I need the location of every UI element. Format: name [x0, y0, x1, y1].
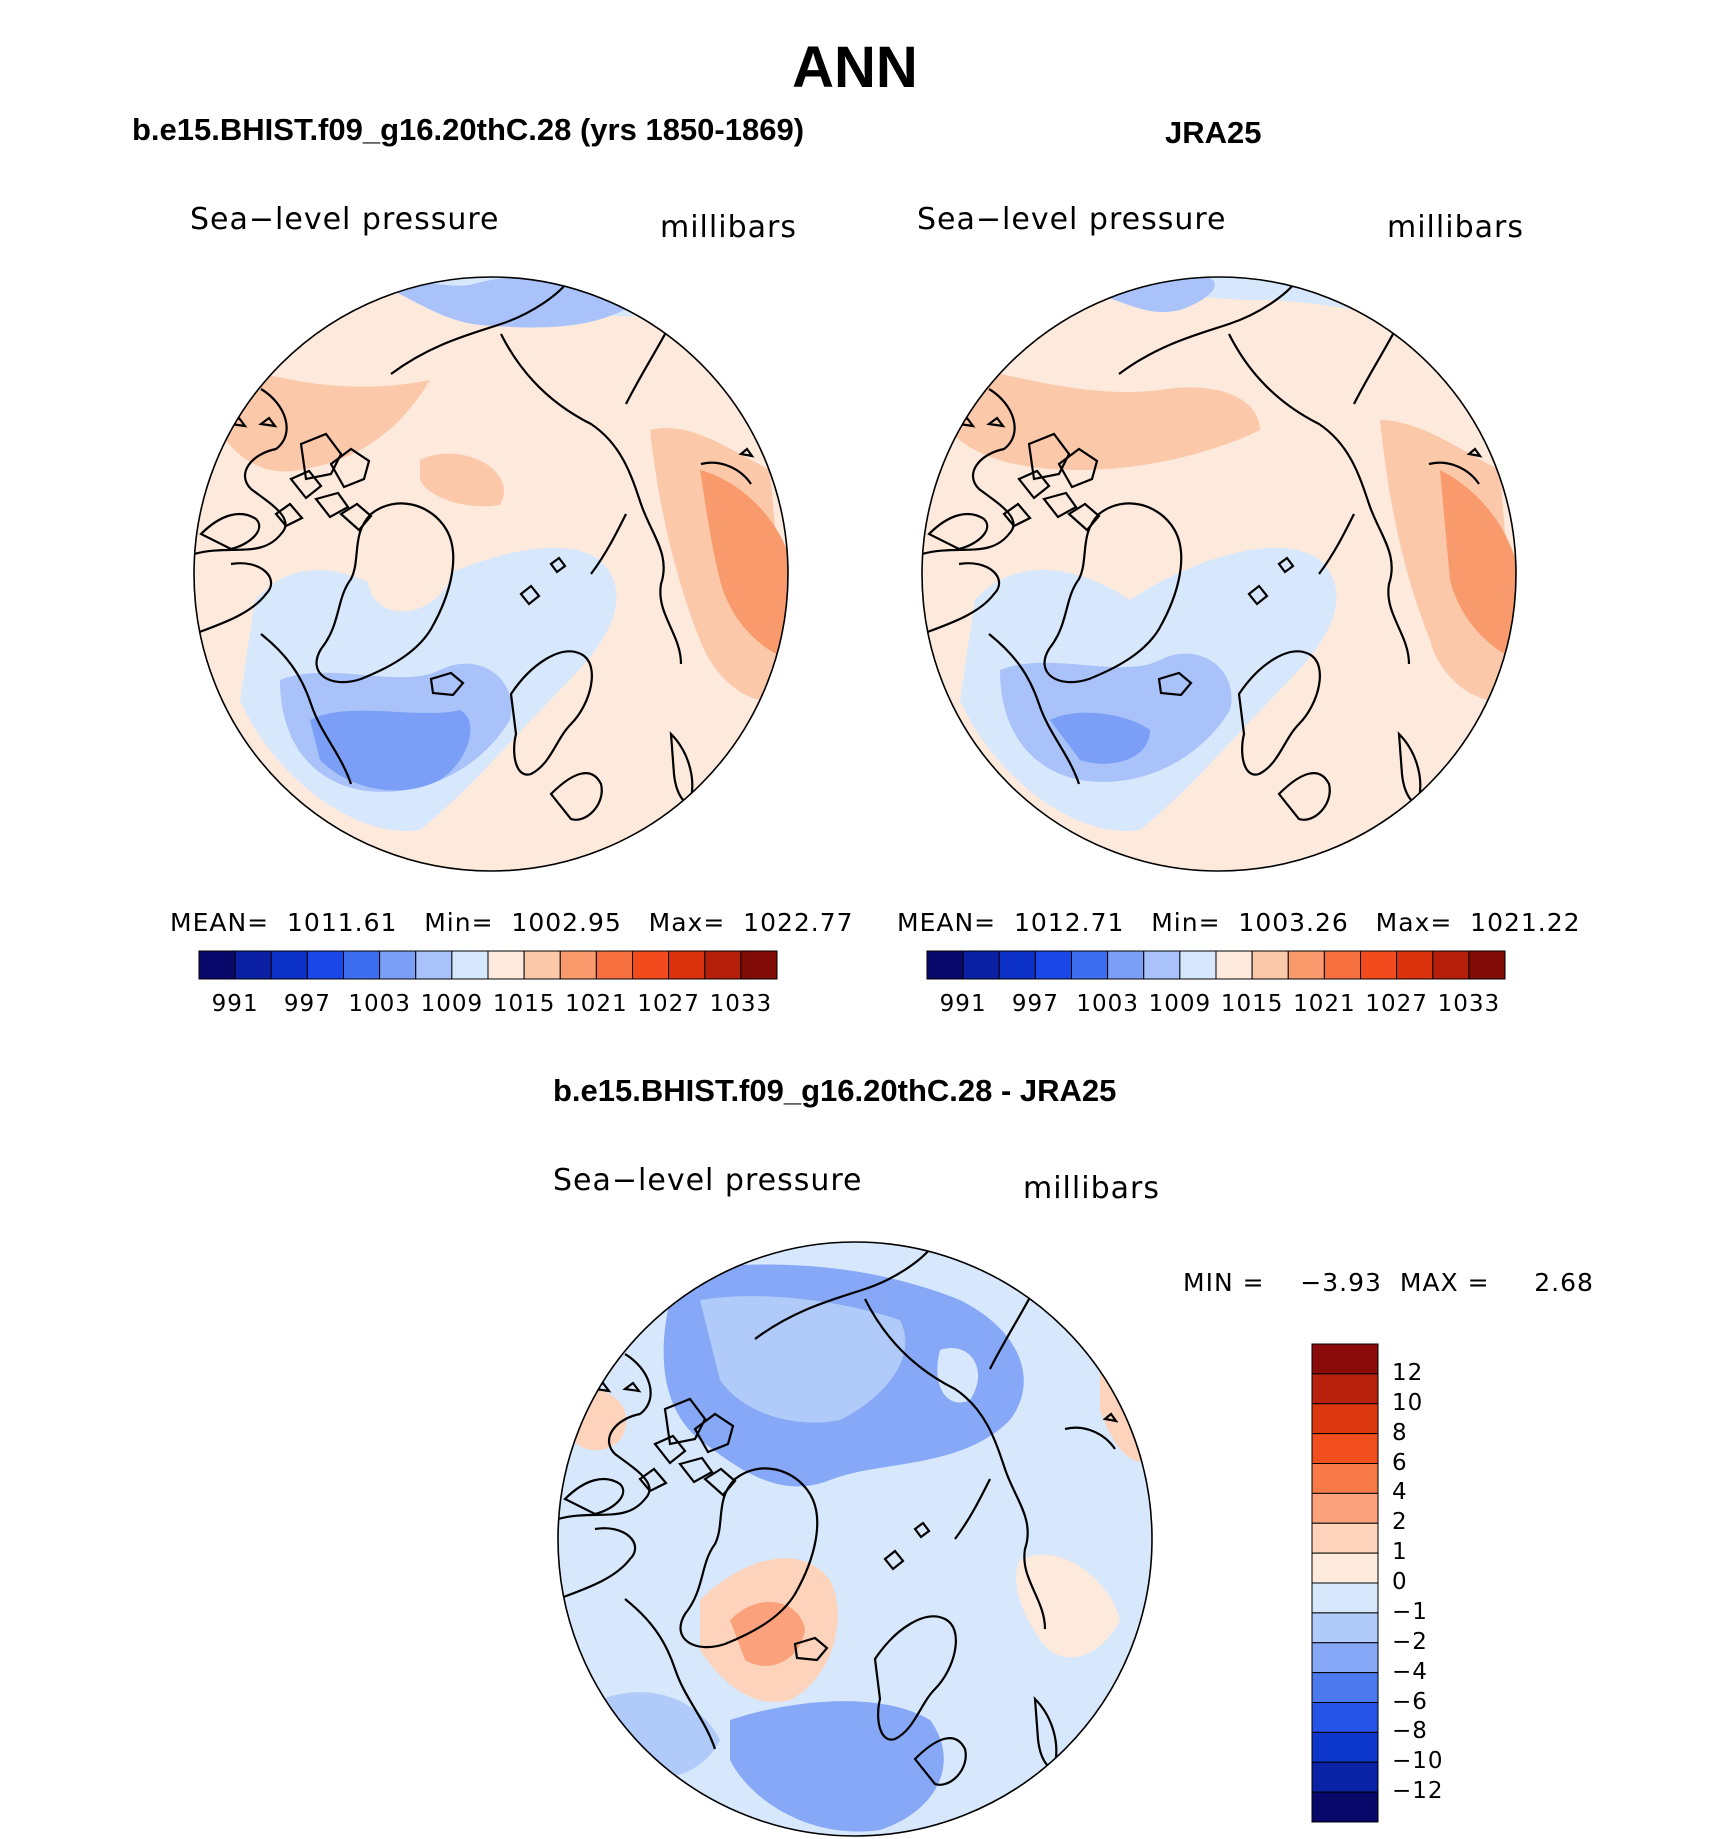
obs-field-high-west	[930, 360, 1260, 470]
diff-field-pos-greenland-inner	[730, 1601, 805, 1666]
diff-map-border	[557, 1241, 1153, 1837]
diff-field-neg-arctic-inner	[700, 1296, 906, 1423]
model-map-border	[193, 276, 789, 872]
model-colorbar-label: 991	[211, 991, 259, 1017]
diff-colorbar-label: −4	[1392, 1658, 1428, 1685]
model-colorbar-label: 997	[283, 991, 331, 1017]
diff-field-weak-spot	[937, 1348, 979, 1403]
diff-colorbar-label: 6	[1392, 1449, 1408, 1476]
model-field-low-atlantic-inner	[310, 710, 471, 791]
obs-field-low-atlantic-inner	[1050, 712, 1150, 764]
model-field-high-east-inner	[700, 470, 788, 660]
diff-panel-title: b.e15.BHIST.f09_g16.20thC.28 - JRA25	[553, 1073, 1117, 1108]
diff-colorbar-label: 0	[1392, 1569, 1408, 1595]
diff-units-label: millibars	[1023, 1171, 1160, 1206]
diff-field-neg-atlantic	[730, 1701, 944, 1832]
diff-variable-label: Sea−level pressure	[553, 1163, 863, 1198]
obs-colorbar-label: 991	[939, 991, 987, 1017]
obs-colorbar-label: 1015	[1220, 991, 1284, 1017]
obs-units-label: millibars	[1387, 210, 1524, 245]
diff-colorbar-label: −1	[1392, 1598, 1428, 1625]
model-variable-label: Sea−level pressure	[190, 202, 500, 237]
model-colorbar-label: 1033	[709, 991, 773, 1017]
diff-stats: MIN = −3.93 MAX = 2.68	[1183, 1268, 1594, 1297]
model-panel-title: b.e15.BHIST.f09_g16.20thC.28 (yrs 1850-1…	[132, 112, 805, 147]
diff-colorbar-label: −10	[1392, 1748, 1444, 1775]
obs-colorbar-label: 1021	[1293, 991, 1356, 1017]
model-colorbar-label: 1009	[420, 991, 484, 1017]
model-stats: MEAN= 1011.61 Min= 1002.95 Max= 1022.77	[170, 908, 854, 937]
obs-colorbar-label: 1009	[1148, 991, 1212, 1017]
model-colorbar-label: 1027	[637, 991, 700, 1017]
model-field-high-pole	[420, 453, 504, 507]
diff-colorbar-label: 2	[1392, 1509, 1408, 1536]
model-field-greenland	[365, 512, 452, 612]
diff-field-pos-eurasia	[1016, 1554, 1120, 1658]
diff-colorbar-label: 12	[1392, 1359, 1424, 1386]
diff-colorbar-label: −6	[1392, 1688, 1428, 1715]
obs-field-low-top	[1040, 277, 1410, 311]
model-map	[193, 276, 789, 872]
obs-variable-label: Sea−level pressure	[917, 202, 1227, 237]
diff-colorbar-label: 4	[1392, 1479, 1408, 1506]
diff-colorbar-label: −12	[1392, 1778, 1444, 1805]
diff-colorbar-label: 8	[1392, 1419, 1408, 1446]
obs-colorbar-label: 1033	[1437, 991, 1501, 1017]
model-colorbar-label: 1003	[348, 991, 411, 1017]
diff-map	[557, 1241, 1153, 1837]
model-colorbar-label: 1015	[492, 991, 556, 1017]
obs-stats: MEAN= 1012.71 Min= 1003.26 Max= 1021.22	[897, 908, 1581, 937]
diff-colorbar-label: −2	[1392, 1628, 1428, 1655]
obs-map-border	[921, 276, 1517, 872]
model-units-label: millibars	[660, 210, 797, 245]
diff-colorbar-label: 10	[1392, 1389, 1424, 1416]
obs-colorbar-label: 997	[1011, 991, 1059, 1017]
obs-panel-title: JRA25	[1165, 115, 1262, 150]
diff-colorbar-label: −8	[1392, 1718, 1428, 1745]
model-colorbar-label: 1021	[565, 991, 628, 1017]
figure-title: ANN	[792, 35, 918, 100]
obs-colorbar-label: 1027	[1365, 991, 1428, 1017]
obs-colorbar-label: 1003	[1076, 991, 1139, 1017]
obs-field-high-east-inner	[1440, 470, 1516, 660]
diff-colorbar-label: 1	[1392, 1539, 1408, 1566]
obs-map	[921, 276, 1517, 872]
